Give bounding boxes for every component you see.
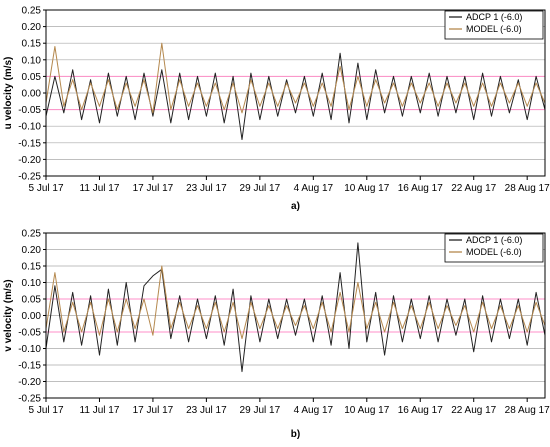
y-tick-label: 0.10 (22, 278, 42, 289)
x-tick-label: 5 Jul 17 (28, 405, 63, 416)
x-tick-label: 16 Aug 17 (398, 405, 443, 416)
x-tick-label: 28 Aug 17 (505, 183, 550, 194)
x-tick-label: 23 Jul 17 (186, 183, 227, 194)
y-tick-label: 0.05 (22, 295, 42, 306)
legend-label-model: MODEL (-6.0) (466, 24, 522, 34)
legend-label-adcp: ADCP 1 (-6.0) (466, 235, 522, 245)
y-tick-label: -0.25 (18, 172, 41, 183)
legend-label-model: MODEL (-6.0) (466, 247, 522, 257)
x-tick-label: 5 Jul 17 (28, 183, 63, 194)
y-tick-label: -0.15 (18, 138, 41, 149)
x-tick-label: 22 Aug 17 (451, 183, 496, 194)
chart-panel-v: 0.25 0.20 0.15 0.10 0.05 0.00 -0.05 -0.10 -0.15 -… (3, 229, 550, 441)
chart-panel-u: 0.25 0.20 0.15 0.10 0.05 0.00 -0.05 -0.10 -0.15 -… (3, 6, 550, 213)
y-tick-label: 0.25 (22, 6, 42, 17)
y-tick-label: -0.10 (18, 344, 41, 355)
panel-label: a) (291, 201, 300, 212)
y-tick-label: 0.15 (22, 39, 42, 50)
x-tick-label: 10 Aug 17 (344, 405, 389, 416)
y-tick-label: -0.05 (18, 105, 41, 116)
x-tick-label: 28 Aug 17 (505, 405, 550, 416)
series-line-model (45, 42, 546, 114)
x-tick-label: 23 Jul 17 (186, 405, 227, 416)
x-tick-label: 17 Jul 17 (133, 183, 174, 194)
y-tick-label: -0.20 (18, 377, 41, 388)
x-tick-label: 17 Jul 17 (133, 405, 174, 416)
legend: ADCP 1 (-6.0) MODEL (-6.0) (444, 233, 544, 263)
x-tick-label: 4 Aug 17 (294, 183, 334, 194)
y-axis-label: u velocity (m/s) (3, 57, 14, 130)
y-tick-label: -0.15 (18, 361, 41, 372)
y-tick-label: 0.20 (22, 245, 42, 256)
axes-frame (45, 9, 546, 177)
y-tick-label: 0.15 (22, 262, 42, 273)
x-tick-label: 29 Jul 17 (240, 405, 281, 416)
x-tick-label: 11 Jul 17 (80, 405, 120, 416)
legend-label-adcp: ADCP 1 (-6.0) (466, 12, 522, 22)
y-tick-label: 0.00 (22, 89, 42, 100)
y-axis-label: v velocity (m/s) (3, 279, 14, 351)
y-tick-label: -0.10 (18, 122, 41, 133)
panel-label: b) (291, 429, 300, 440)
y-tick-label: -0.20 (18, 155, 41, 166)
y-tick-label: 0.20 (22, 22, 42, 33)
legend-box (444, 233, 544, 263)
y-tick-label: 0.10 (22, 55, 42, 66)
y-tick-label: 0.00 (22, 311, 42, 322)
y-tick-label: 0.25 (22, 229, 42, 240)
legend-box (444, 10, 544, 40)
y-tick-label: -0.05 (18, 328, 41, 339)
x-tick-label: 29 Jul 17 (240, 183, 281, 194)
y-tick-label: -0.25 (18, 394, 41, 405)
x-tick-label: 16 Aug 17 (398, 183, 443, 194)
legend: ADCP 1 (-6.0) MODEL (-6.0) (444, 10, 544, 40)
y-tick-label: 0.05 (22, 72, 42, 83)
x-tick-label: 4 Aug 17 (294, 405, 334, 416)
x-tick-label: 11 Jul 17 (80, 183, 120, 194)
axes-frame (45, 232, 546, 399)
series-line-model (45, 265, 546, 340)
x-tick-label: 22 Aug 17 (451, 405, 496, 416)
x-tick-label: 10 Aug 17 (344, 183, 389, 194)
